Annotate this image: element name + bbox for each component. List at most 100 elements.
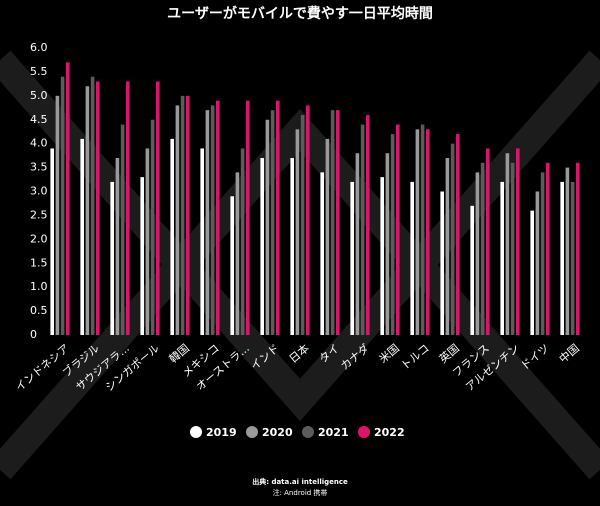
bar [240, 148, 245, 335]
bar [350, 181, 354, 335]
bar [410, 181, 414, 335]
source: 出典: data.ai intelligence [252, 477, 348, 486]
bar [366, 114, 370, 335]
legend-marker [190, 426, 202, 438]
bar [510, 162, 515, 335]
bar [530, 210, 534, 335]
bar [300, 114, 305, 335]
bar [325, 138, 330, 335]
bar [576, 162, 580, 335]
bar [480, 162, 485, 335]
bar [546, 162, 550, 335]
bar [265, 119, 270, 335]
bar [306, 105, 310, 336]
bar [385, 153, 390, 335]
chart-title: ユーザーがモバイルで費やす一日平均時間 [167, 5, 433, 22]
bar [180, 95, 185, 335]
bar [175, 105, 180, 336]
bar [396, 124, 400, 336]
y-tick-label: 2.0 [30, 232, 48, 245]
bar [470, 205, 474, 335]
bar [186, 95, 190, 335]
background-decoration [0, 50, 600, 480]
bar [216, 100, 220, 335]
y-tick-label: 3.5 [30, 161, 48, 174]
legend-marker [358, 426, 370, 438]
bar [355, 153, 360, 335]
bar [80, 138, 84, 335]
bar [230, 196, 234, 335]
legend-label: 2022 [374, 426, 405, 439]
bar [516, 148, 520, 335]
bar [535, 191, 540, 335]
bar [55, 95, 60, 335]
bar [565, 167, 570, 335]
bar [440, 191, 444, 335]
legend-marker [246, 426, 258, 438]
y-tick-label: 2.5 [30, 208, 48, 221]
bar [200, 148, 204, 335]
bar [570, 181, 575, 335]
y-tick-label: 6.0 [30, 41, 48, 54]
bar [85, 86, 90, 336]
bar [260, 158, 264, 335]
bar [170, 138, 174, 335]
bar [246, 100, 250, 335]
bar [270, 110, 275, 335]
bar [360, 124, 365, 336]
y-tick-label: 0 [30, 328, 37, 341]
bar [390, 134, 395, 335]
bar [205, 110, 210, 335]
y-tick-label: 1.0 [30, 280, 48, 293]
bar [110, 181, 114, 335]
bar [120, 124, 125, 336]
x-tick-label: ドイツ [518, 342, 552, 373]
bar [295, 129, 300, 335]
bar [156, 81, 160, 335]
bar [505, 153, 510, 335]
bar [140, 177, 144, 335]
bar [235, 172, 240, 335]
bar [380, 177, 384, 335]
y-tick-label: 5.0 [30, 89, 48, 102]
bar [420, 124, 425, 336]
bar [336, 110, 340, 335]
legend-marker [302, 426, 314, 438]
bar [90, 76, 95, 335]
bar [540, 172, 545, 335]
bar [115, 158, 120, 335]
note: 注: Android 携帯 [273, 488, 328, 497]
bar [445, 158, 450, 335]
bar [210, 105, 215, 336]
legend-label: 2019 [206, 426, 237, 439]
y-tick-label: 1.5 [30, 256, 48, 269]
bar [96, 81, 100, 335]
bar [560, 181, 564, 335]
bar [60, 76, 65, 335]
y-tick-label: 4.5 [30, 113, 48, 126]
bar [150, 119, 155, 335]
bar [450, 143, 455, 335]
legend-label: 2021 [318, 426, 349, 439]
bar [50, 148, 54, 335]
bar [486, 148, 490, 335]
x-tick-label: 中国 [557, 342, 582, 366]
bar [126, 81, 130, 335]
bar [290, 158, 294, 335]
bar [320, 172, 324, 335]
bar [475, 172, 480, 335]
x-tick-label: トルコ [398, 342, 431, 373]
bar [145, 148, 150, 335]
y-tick-label: 3.0 [30, 185, 48, 198]
bar [415, 129, 420, 335]
bar [456, 134, 460, 335]
y-tick-label: 0.5 [30, 304, 48, 317]
bar [426, 129, 430, 335]
x-tick-label: 日本 [286, 341, 312, 366]
bar [330, 110, 335, 335]
bar [500, 181, 504, 335]
bar [66, 62, 70, 335]
legend-label: 2020 [262, 426, 293, 439]
